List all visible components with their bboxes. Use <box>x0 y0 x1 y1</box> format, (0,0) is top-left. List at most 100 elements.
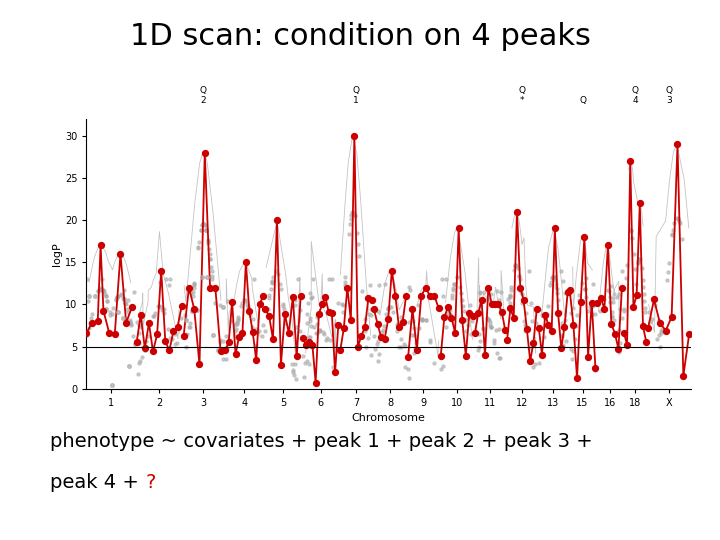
Point <box>415 316 427 325</box>
Point <box>153 302 165 310</box>
Point <box>559 322 570 331</box>
Point <box>199 221 210 230</box>
Point <box>408 324 420 333</box>
Point <box>333 299 344 308</box>
Text: peak 4 +: peak 4 + <box>50 472 145 491</box>
Point <box>549 275 561 284</box>
Point <box>231 318 243 327</box>
Point <box>379 280 390 288</box>
Point <box>303 333 315 341</box>
Point <box>562 288 573 296</box>
Point <box>140 345 151 354</box>
Point <box>518 317 530 326</box>
Point <box>667 230 678 238</box>
Point <box>399 340 410 348</box>
Point <box>238 296 250 305</box>
Point <box>474 337 486 346</box>
Point <box>379 335 390 343</box>
Point <box>374 280 385 289</box>
Point <box>628 249 639 258</box>
Point <box>446 291 458 299</box>
Point <box>644 307 655 316</box>
Point <box>530 319 541 327</box>
Point <box>101 305 112 313</box>
Point <box>118 294 130 303</box>
Point <box>456 289 467 298</box>
Point <box>626 227 637 235</box>
Point <box>464 300 475 309</box>
Point <box>660 326 672 335</box>
Point <box>495 287 507 296</box>
Point <box>391 327 402 336</box>
Point <box>437 361 449 370</box>
Point <box>98 306 109 315</box>
Point <box>232 315 243 324</box>
Point <box>485 322 497 331</box>
Point <box>290 375 302 383</box>
Point <box>154 278 166 287</box>
Point <box>488 339 500 348</box>
Point <box>123 362 135 370</box>
Point <box>265 285 276 293</box>
Point <box>626 234 638 242</box>
Point <box>324 336 336 345</box>
Point <box>473 330 485 339</box>
Point <box>492 300 504 309</box>
Point <box>310 379 321 387</box>
Point <box>299 373 310 381</box>
Point <box>286 360 297 368</box>
Point <box>500 326 511 334</box>
Point <box>494 354 505 363</box>
Point <box>633 256 644 265</box>
Point <box>96 275 108 284</box>
Point <box>534 359 545 367</box>
Point <box>248 275 259 284</box>
Point <box>197 273 208 281</box>
Point <box>359 323 371 332</box>
Point <box>462 321 474 330</box>
Text: phenotype ~ covariates + peak 1 + peak 2 + peak 3 +: phenotype ~ covariates + peak 1 + peak 2… <box>50 432 593 451</box>
Point <box>316 300 328 309</box>
Point <box>607 320 618 329</box>
Point <box>564 286 575 294</box>
Point <box>369 332 380 340</box>
Point <box>634 199 646 207</box>
Point <box>428 292 440 300</box>
Point <box>253 327 265 335</box>
Point <box>438 313 450 321</box>
Point <box>477 323 489 332</box>
Point <box>118 286 130 294</box>
Point <box>411 346 423 354</box>
Point <box>200 225 212 234</box>
Point <box>84 318 96 327</box>
Point <box>556 344 567 353</box>
Point <box>474 288 485 296</box>
Point <box>99 290 111 299</box>
Point <box>107 309 118 318</box>
Point <box>598 295 610 303</box>
Point <box>634 255 645 264</box>
Point <box>395 335 407 343</box>
Point <box>518 296 529 305</box>
Point <box>400 292 412 300</box>
Point <box>233 312 244 321</box>
Point <box>207 330 218 339</box>
Point <box>109 329 120 338</box>
Point <box>433 303 444 312</box>
Point <box>210 283 221 292</box>
Point <box>300 341 312 349</box>
Text: Q
1: Q 1 <box>353 86 359 105</box>
Point <box>551 285 562 294</box>
Point <box>514 274 526 283</box>
Point <box>139 344 150 353</box>
Point <box>384 302 395 311</box>
Point <box>292 275 303 284</box>
Point <box>237 328 248 337</box>
Point <box>386 266 397 275</box>
Point <box>595 294 607 303</box>
Point <box>266 278 277 287</box>
Point <box>243 307 255 315</box>
Point <box>365 311 377 320</box>
Point <box>163 346 175 355</box>
Point <box>491 349 503 357</box>
